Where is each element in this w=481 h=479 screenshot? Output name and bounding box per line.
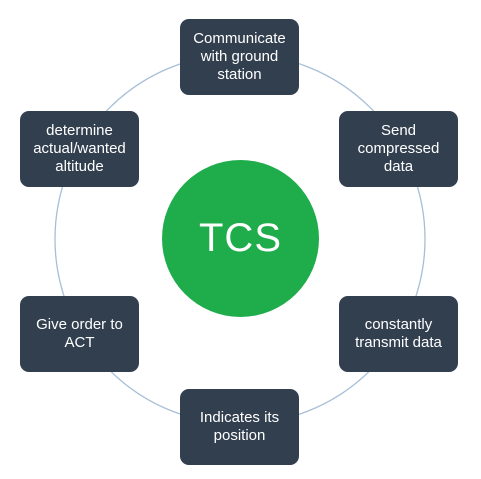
node-label: Give order to ACT: [36, 316, 123, 351]
node-send-compressed-data: Send compressed data: [339, 111, 458, 187]
node-indicates-position: Indicates its position: [180, 389, 299, 465]
node-label: Send compressed data: [357, 122, 440, 175]
center-circle: TCS: [162, 160, 319, 317]
node-determine-altitude: determine actual/wanted altitude: [20, 111, 139, 187]
node-label: Indicates its position: [199, 409, 280, 444]
node-label: Communicate with ground station: [193, 30, 286, 83]
node-give-order-act: Give order to ACT: [20, 296, 139, 372]
node-communicate-ground-station: Communicate with ground station: [180, 19, 299, 95]
node-label: determine actual/wanted altitude: [33, 122, 126, 175]
node-label: constantly transmit data: [355, 316, 442, 351]
node-constantly-transmit-data: constantly transmit data: [339, 296, 458, 372]
center-label: TCS: [199, 216, 282, 260]
